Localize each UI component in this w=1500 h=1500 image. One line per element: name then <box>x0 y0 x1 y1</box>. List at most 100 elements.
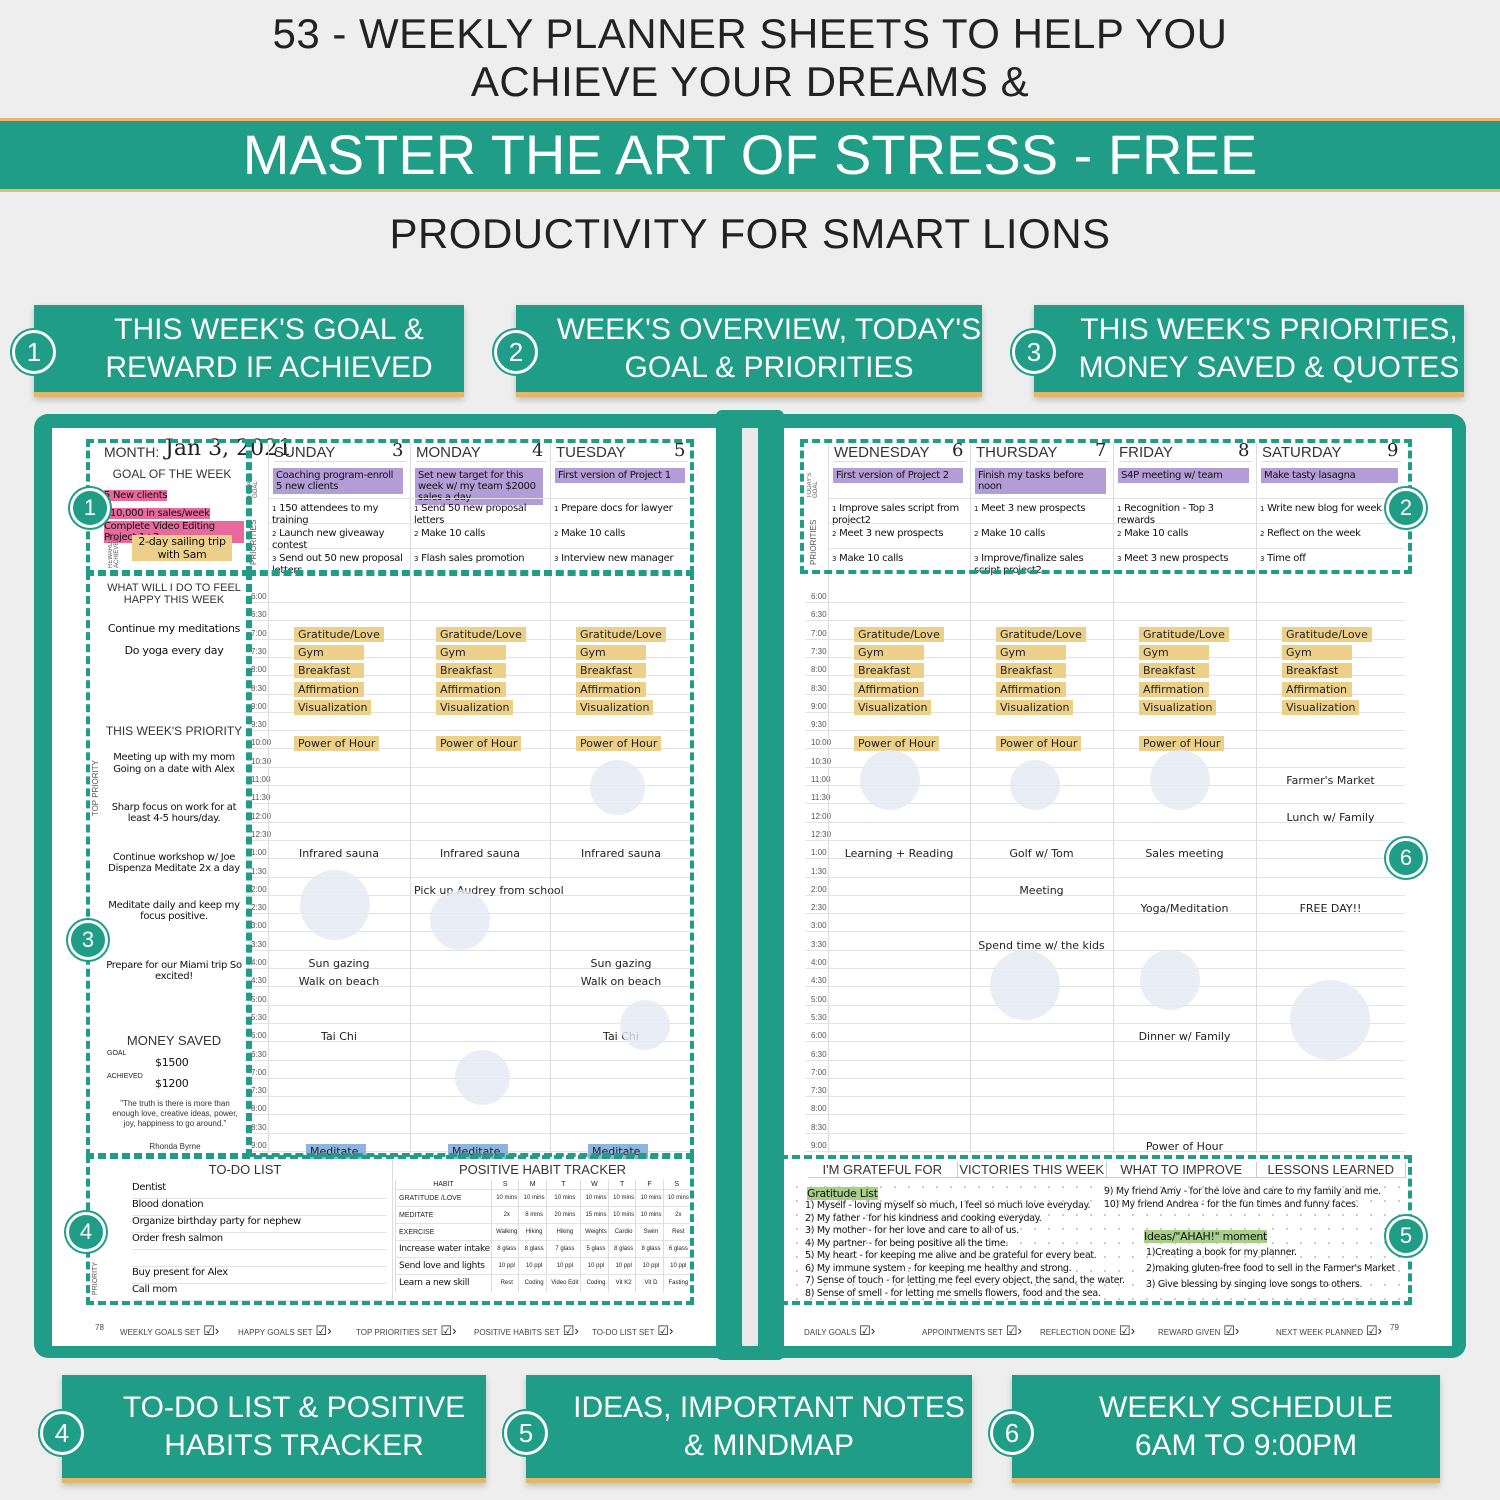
habit-cell[interactable]: 7 glass <box>545 1240 581 1258</box>
habit-name[interactable]: Learn a new skill <box>395 1274 492 1292</box>
schedule-event[interactable]: Power of Hour <box>996 736 1082 752</box>
schedule-event[interactable]: Visualization <box>576 699 654 715</box>
footer-check-item[interactable]: REFLECTION DONE ☑› <box>1040 1323 1135 1339</box>
schedule-event[interactable]: Yoga/Meditation <box>1140 902 1229 916</box>
schedule-event[interactable]: Affirmation <box>1282 681 1352 697</box>
schedule-event[interactable]: Gym <box>854 644 924 660</box>
todo-item[interactable]: Buy present for Alex <box>132 1267 387 1284</box>
schedule-event[interactable]: Breakfast <box>1282 663 1352 679</box>
todo-item[interactable]: Call mom <box>132 1284 387 1301</box>
habit-cell[interactable]: 10 ppl <box>545 1257 581 1275</box>
reflect-tab[interactable]: VICTORIES THIS WEEK <box>957 1162 1107 1178</box>
habit-cell[interactable]: Walking <box>490 1223 519 1241</box>
footer-check-item[interactable]: REWARD GIVEN ☑› <box>1158 1323 1239 1339</box>
habit-cell[interactable]: 10 ppl <box>662 1257 690 1275</box>
schedule-event[interactable]: Gym <box>576 644 646 660</box>
schedule-event[interactable]: Visualization <box>1139 699 1217 715</box>
habit-cell[interactable]: Weights <box>579 1223 609 1241</box>
schedule-event[interactable]: Gratitude/Love <box>996 626 1086 642</box>
schedule-event[interactable]: Affirmation <box>996 681 1066 697</box>
footer-check-item[interactable]: DAILY GOALS ☑› <box>804 1323 875 1339</box>
todo-item[interactable]: Dentist <box>132 1182 387 1199</box>
habit-cell[interactable]: 15 mins <box>579 1206 609 1224</box>
schedule-event[interactable]: Power of Hour <box>294 736 380 752</box>
schedule-event[interactable]: Walk on beach <box>298 975 380 989</box>
schedule-event[interactable]: Breakfast <box>1139 663 1209 679</box>
schedule-event[interactable]: Sales meeting <box>1145 847 1224 861</box>
habit-cell[interactable]: Rest <box>662 1223 690 1241</box>
habit-cell[interactable]: Swim <box>635 1223 664 1241</box>
habit-name[interactable]: EXERCISE <box>395 1223 492 1241</box>
habit-cell[interactable]: 8 mins <box>518 1206 547 1224</box>
schedule-event[interactable]: Power of Hour <box>1145 1140 1224 1153</box>
reflect-tab[interactable]: LESSONS LEARNED <box>1256 1162 1406 1178</box>
todo-item[interactable]: Order fresh salmon <box>132 1233 387 1250</box>
habit-cell[interactable]: 2x <box>490 1206 519 1224</box>
todo-item[interactable]: Blood donation <box>132 1199 387 1216</box>
schedule-event[interactable]: Visualization <box>294 699 372 715</box>
footer-check-item[interactable]: POSITIVE HABITS SET ☑› <box>474 1323 579 1339</box>
schedule-event[interactable]: Gym <box>1282 644 1352 660</box>
schedule-event[interactable]: Infrared sauna <box>298 847 380 861</box>
footer-check-item[interactable]: HAPPY GOALS SET ☑› <box>238 1323 332 1339</box>
schedule-event[interactable]: Infrared sauna <box>580 847 662 861</box>
schedule-event[interactable]: Power of Hour <box>1139 736 1225 752</box>
todo-item[interactable] <box>132 1250 387 1267</box>
habit-cell[interactable]: 8 glass <box>518 1240 547 1258</box>
habit-cell[interactable]: 10 mins <box>662 1189 690 1207</box>
habit-cell[interactable]: 2x <box>662 1206 690 1224</box>
habit-cell[interactable]: Rest <box>490 1274 519 1292</box>
habit-cell[interactable]: Coding <box>579 1274 609 1292</box>
habit-name[interactable]: GRATITUDE /LOVE <box>395 1189 492 1207</box>
schedule-event[interactable]: Tai Chi <box>321 1030 357 1044</box>
habit-name[interactable]: Send love and lights <box>395 1257 492 1275</box>
schedule-event[interactable]: Gratitude/Love <box>436 626 526 642</box>
habit-cell[interactable]: 10 mins <box>635 1189 664 1207</box>
habit-cell[interactable]: 20 mins <box>545 1206 581 1224</box>
habit-cell[interactable]: 10 ppl <box>518 1257 547 1275</box>
habit-cell[interactable]: Video Edit <box>545 1274 581 1292</box>
habit-name[interactable]: MEDITATE <box>395 1206 492 1224</box>
habit-cell[interactable]: 10 mins <box>545 1189 581 1207</box>
schedule-event[interactable]: Walk on beach <box>580 975 662 989</box>
schedule-event[interactable]: Power of Hour <box>436 736 522 752</box>
schedule-event[interactable]: Gym <box>294 644 364 660</box>
schedule-event[interactable]: Sun gazing <box>308 957 370 970</box>
habit-cell[interactable]: Cardio <box>607 1223 636 1241</box>
footer-check-item[interactable]: TOP PRIORITIES SET ☑› <box>356 1323 456 1339</box>
schedule-event[interactable]: Dinner w/ Family <box>1138 1030 1231 1044</box>
habit-cell[interactable]: 10 mins <box>607 1206 636 1224</box>
habit-cell[interactable]: 10 mins <box>579 1189 609 1207</box>
reflect-tab[interactable]: WHAT TO IMPROVE <box>1107 1162 1257 1178</box>
schedule-event[interactable]: Breakfast <box>854 663 924 679</box>
habit-cell[interactable]: 10 mins <box>490 1189 519 1207</box>
schedule-event[interactable]: Gratitude/Love <box>294 626 384 642</box>
schedule-event[interactable]: Affirmation <box>576 681 646 697</box>
habit-cell[interactable]: 10 ppl <box>635 1257 664 1275</box>
schedule-event[interactable]: Gym <box>1139 644 1209 660</box>
schedule-event[interactable]: Golf w/ Tom <box>1009 847 1074 861</box>
habit-cell[interactable]: Hiking <box>545 1223 581 1241</box>
habit-cell[interactable]: 10 ppl <box>579 1257 609 1275</box>
schedule-event[interactable]: Breakfast <box>436 663 506 679</box>
schedule-event[interactable]: FREE DAY!! <box>1299 902 1362 916</box>
schedule-event[interactable]: Visualization <box>996 699 1074 715</box>
habit-cell[interactable]: Hiking <box>518 1223 547 1241</box>
habit-cell[interactable]: 8 glass <box>607 1240 636 1258</box>
habit-cell[interactable]: 10 mins <box>635 1206 664 1224</box>
schedule-event[interactable]: Meeting <box>1019 883 1064 897</box>
reflect-tab[interactable]: I'M GRATEFUL FOR <box>808 1162 958 1178</box>
habit-cell[interactable]: 10 ppl <box>607 1257 636 1275</box>
schedule-event[interactable]: Learning + Reading <box>844 847 954 861</box>
schedule-event[interactable]: Affirmation <box>854 681 924 697</box>
habit-cell[interactable]: Coding <box>518 1274 547 1292</box>
habit-cell[interactable]: 6 glass <box>662 1240 690 1258</box>
schedule-event[interactable]: Visualization <box>854 699 932 715</box>
schedule-event[interactable]: Affirmation <box>294 681 364 697</box>
habit-cell[interactable]: 5 glass <box>579 1240 609 1258</box>
habit-cell[interactable]: Fasting <box>662 1274 690 1292</box>
footer-check-item[interactable]: APPOINTMENTS SET ☑› <box>922 1323 1022 1339</box>
habit-cell[interactable]: Vit D <box>635 1274 664 1292</box>
schedule-event[interactable]: Power of Hour <box>854 736 940 752</box>
schedule-event[interactable]: Visualization <box>1282 699 1360 715</box>
